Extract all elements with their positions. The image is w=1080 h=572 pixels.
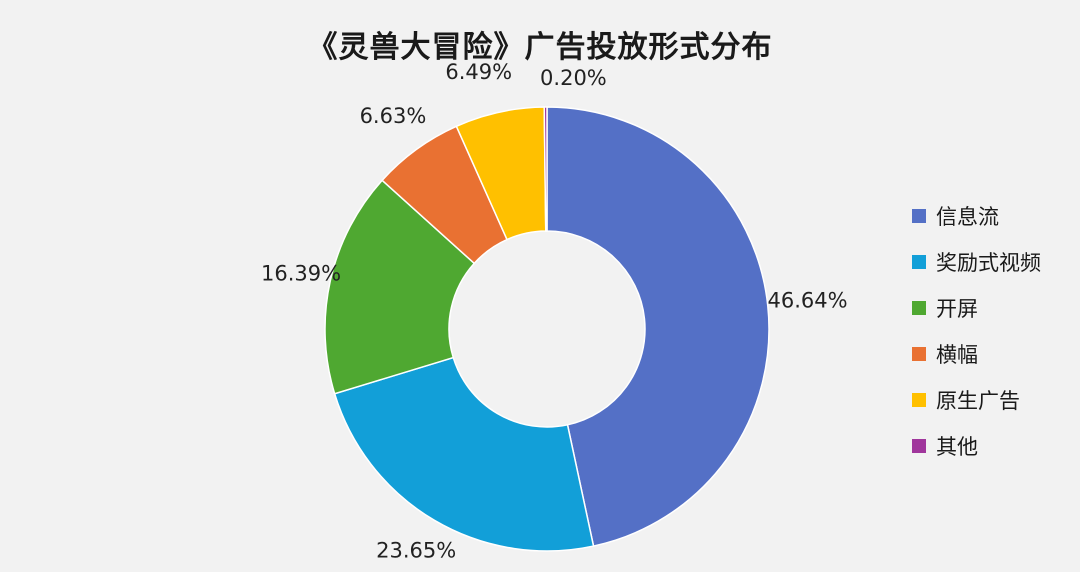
- legend-item: 原生广告: [912, 377, 1041, 423]
- legend-swatch: [912, 209, 926, 223]
- legend-item: 其他: [912, 423, 1041, 469]
- data-label: 6.49%: [445, 60, 512, 84]
- legend-item: 奖励式视频: [912, 239, 1041, 285]
- data-label: 16.39%: [261, 261, 341, 285]
- legend-item: 开屏: [912, 285, 1041, 331]
- data-label: 6.63%: [360, 104, 427, 128]
- legend-swatch: [912, 439, 926, 453]
- legend-swatch: [912, 255, 926, 269]
- legend-swatch: [912, 301, 926, 315]
- legend-label: 信息流: [936, 205, 999, 229]
- data-label: 23.65%: [376, 538, 456, 562]
- legend-label: 横幅: [936, 343, 978, 367]
- legend-item: 信息流: [912, 193, 1041, 239]
- donut-slice: [546, 106, 770, 547]
- donut-slice: [333, 356, 595, 552]
- data-label: 46.64%: [768, 288, 848, 312]
- legend-label: 原生广告: [936, 389, 1020, 413]
- legend-label: 开屏: [936, 297, 978, 321]
- legend-swatch: [912, 393, 926, 407]
- legend: 信息流奖励式视频开屏横幅原生广告其他: [912, 193, 1041, 469]
- legend-label: 其他: [936, 435, 978, 459]
- donut-slice: [324, 179, 476, 395]
- legend-label: 奖励式视频: [936, 251, 1041, 275]
- legend-swatch: [912, 347, 926, 361]
- legend-item: 横幅: [912, 331, 1041, 377]
- data-label: 0.20%: [540, 66, 607, 90]
- chart-title: 《灵兽大冒险》广告投放形式分布: [307, 30, 773, 65]
- donut-slice: [543, 106, 548, 232]
- labels-group: 46.64% 23.65% 16.39% 6.63% 6.49% 0.20%: [261, 60, 848, 562]
- slices-group: [324, 106, 770, 552]
